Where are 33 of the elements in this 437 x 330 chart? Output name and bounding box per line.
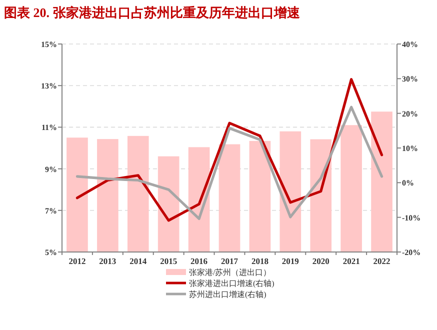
- y-tick-label: 5%: [45, 248, 57, 257]
- x-tick-label: 2017: [221, 256, 239, 266]
- y-tick-label: 13%: [41, 82, 57, 91]
- y2-tick-label: -20%: [402, 248, 421, 257]
- y-tick-label: 7%: [45, 206, 57, 216]
- y2-tick-label: 40%: [402, 40, 418, 49]
- x-tick-label: 2012: [68, 256, 86, 266]
- chart-title: 图表 20. 张家港进出口占苏州比重及历年进出口增速: [4, 5, 301, 20]
- y2-tick-label: -10%: [402, 213, 421, 222]
- x-tick-label: 2020: [312, 256, 330, 266]
- x-tick-label: 2018: [251, 256, 268, 266]
- y-tick-label: 15%: [41, 40, 57, 49]
- x-tick-label: 2019: [282, 256, 299, 266]
- line-series: [76, 78, 384, 222]
- x-tick-label: 2021: [342, 256, 360, 266]
- x-tick-label: 2022: [373, 256, 390, 266]
- x-tick-label: 2016: [190, 256, 208, 266]
- y2-tick-label: 0%: [402, 178, 414, 188]
- x-tick-label: 2014: [130, 256, 148, 266]
- legend-label: 苏州进出口增速(右轴): [189, 290, 267, 299]
- legend-item: 张家港进出口增速(右轴): [166, 279, 274, 288]
- legend-item: 张家港/苏州（进出口）: [166, 268, 272, 277]
- y-tick-label: 9%: [45, 164, 57, 174]
- line-series: [76, 106, 384, 220]
- x-tick-label: 2013: [99, 256, 116, 266]
- y2-tick-label: 20%: [402, 109, 418, 118]
- y2-tick-label: 10%: [402, 144, 418, 153]
- y-tick-label: 11%: [41, 123, 57, 132]
- y2-tick-label: 30%: [402, 74, 418, 84]
- legend-label: 张家港进出口增速(右轴): [189, 279, 275, 288]
- legend-label: 张家港/苏州（进出口）: [189, 268, 272, 277]
- legend-item: 苏州进出口增速(右轴): [166, 290, 266, 299]
- x-tick-label: 2015: [160, 256, 178, 266]
